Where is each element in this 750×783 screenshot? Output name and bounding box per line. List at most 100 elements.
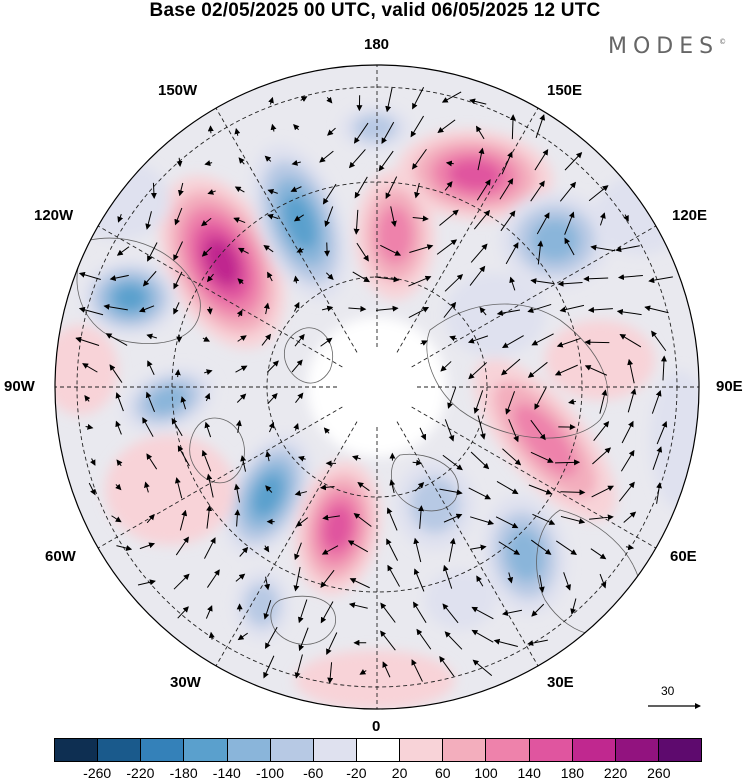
wind-arrow xyxy=(564,211,575,235)
wind-arrow xyxy=(294,654,303,679)
wind-arrow xyxy=(468,362,488,380)
wind-arrow xyxy=(413,568,425,592)
wind-arrow xyxy=(410,115,425,138)
wind-arrow xyxy=(564,151,583,171)
wind-arrow xyxy=(599,573,607,589)
coastline xyxy=(283,327,334,384)
coastline xyxy=(270,595,336,645)
lon-label-90e: 90E xyxy=(716,378,743,395)
wind-arrow xyxy=(441,91,462,103)
wind-arrow xyxy=(443,301,457,318)
wind-arrow xyxy=(413,537,422,563)
wind-arrow xyxy=(176,157,183,168)
wind-arrow xyxy=(146,453,158,470)
wind-arrow xyxy=(235,419,242,433)
wind-arrow xyxy=(444,419,455,442)
wind-arrow xyxy=(560,515,586,525)
wind-arrow xyxy=(237,278,244,285)
colorbar-cell xyxy=(55,739,99,761)
colorbar-tick-label: 220 xyxy=(603,765,628,781)
colorbar-tick-label: 180 xyxy=(560,765,585,781)
anomaly-contour xyxy=(113,284,147,312)
wind-arrow xyxy=(469,265,486,286)
anomaly-contour xyxy=(105,435,235,545)
wind-arrow xyxy=(325,272,334,281)
wind-arrow xyxy=(618,481,635,502)
wind-arrow xyxy=(300,96,308,102)
wind-arrow xyxy=(296,247,304,253)
wind-arrow xyxy=(411,659,423,682)
wind-arrow xyxy=(449,335,457,342)
wind-arrow xyxy=(351,455,361,461)
wind-arrow xyxy=(145,391,155,412)
wind-arrow xyxy=(116,246,130,256)
wind-arrow xyxy=(324,206,334,227)
wind-arrow xyxy=(509,276,516,291)
wind-arrow xyxy=(502,448,522,466)
wind-arrow xyxy=(145,211,152,230)
wind-arrow xyxy=(146,513,155,524)
wind-arrow xyxy=(414,182,420,199)
wind-arrow xyxy=(174,207,183,226)
wind-arrow xyxy=(656,482,663,504)
wind-arrow xyxy=(139,542,156,550)
wind-arrow xyxy=(326,96,333,104)
colorbar-cell xyxy=(443,739,487,761)
wind-arrow xyxy=(416,628,432,650)
wind-arrow xyxy=(267,213,279,220)
wind-arrow xyxy=(75,336,100,346)
wind-arrow xyxy=(144,481,150,493)
wind-arrow xyxy=(150,182,157,199)
wind-arrow xyxy=(470,516,495,526)
lon-label-180: 180 xyxy=(364,36,390,53)
wind-arrow xyxy=(531,603,545,617)
wind-arrow xyxy=(530,278,555,285)
wind-arrow xyxy=(320,337,333,347)
wind-arrow xyxy=(115,392,124,412)
wind-arrow xyxy=(509,114,516,140)
colorbar-cell xyxy=(615,739,659,761)
lon-label-0: 0 xyxy=(372,718,381,735)
anomaly-contour xyxy=(252,473,284,517)
wind-arrow xyxy=(470,544,487,551)
meridian-line xyxy=(411,225,657,368)
wind-arrow xyxy=(293,301,300,312)
reference-vector-label: 30 xyxy=(661,684,675,698)
wind-arrow xyxy=(265,626,278,650)
wind-arrow xyxy=(204,537,216,559)
wind-arrow xyxy=(501,609,523,616)
wind-arrow xyxy=(142,417,154,437)
wind-arrow xyxy=(656,420,668,445)
wind-arrow xyxy=(261,333,272,346)
wind-arrow xyxy=(471,606,494,620)
wind-arrow xyxy=(442,603,459,624)
wind-arrow xyxy=(171,417,183,437)
wind-arrow xyxy=(78,306,104,316)
wind-arrow xyxy=(472,659,493,677)
anomaly-contour xyxy=(445,273,545,357)
wind-arrow xyxy=(411,148,427,170)
wind-arrow xyxy=(234,483,241,503)
wind-arrow xyxy=(493,638,518,647)
wind-arrow xyxy=(387,564,400,587)
wind-arrow xyxy=(263,655,275,679)
wind-arrow xyxy=(263,244,274,253)
wind-arrow xyxy=(109,274,129,282)
wind-arrow xyxy=(264,576,271,591)
wind-arrow xyxy=(651,330,667,352)
wind-arrow xyxy=(270,123,277,132)
wind-arrow xyxy=(442,564,453,589)
wind-arrow xyxy=(471,629,494,643)
lon-label-30w: 30W xyxy=(170,674,201,691)
wind-arrow xyxy=(103,303,128,311)
colorbar-cell xyxy=(486,739,530,761)
wind-arrow xyxy=(476,575,484,587)
wind-arrow xyxy=(297,599,308,624)
wind-arrow xyxy=(290,186,302,192)
wind-arrow xyxy=(380,244,402,256)
wind-arrow xyxy=(616,308,642,316)
wind-arrow xyxy=(234,186,245,193)
colorbar-cell xyxy=(529,739,573,761)
wind-arrow xyxy=(375,305,399,312)
wind-arrow xyxy=(625,544,635,551)
